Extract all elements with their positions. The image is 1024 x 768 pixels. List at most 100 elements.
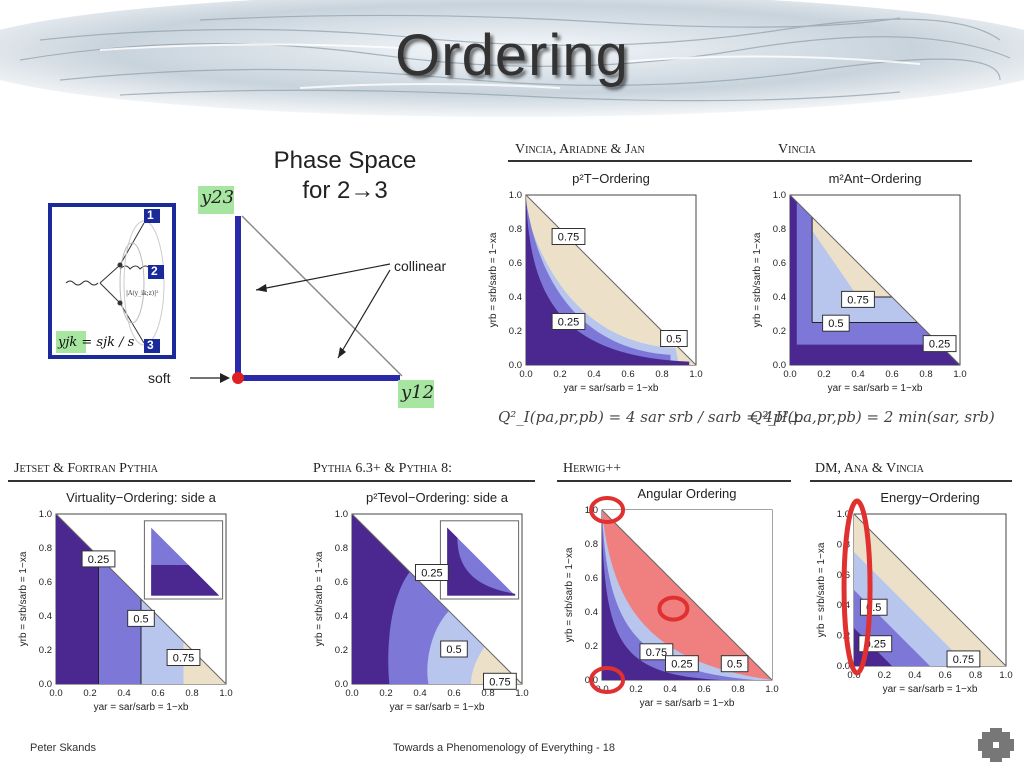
- inset-formula: yjk = sjk / s: [58, 335, 135, 350]
- highlight-ellipse-mid: [657, 595, 690, 622]
- contour-label-pevol-0: 0.25: [421, 568, 442, 580]
- y-label-ang: yrb = srb/sarb = 1−xa: [564, 547, 575, 642]
- soft-label: soft: [148, 370, 171, 386]
- x-tick-pevol-4: 0.8: [481, 688, 494, 699]
- water-banner: [0, 0, 1024, 118]
- contour-box-mant-2: [922, 335, 957, 353]
- contour-box-pt-0: [551, 228, 586, 245]
- x-tick-pt-2: 0.4: [587, 369, 600, 380]
- x-tick-mant-1: 0.2: [817, 369, 830, 380]
- header-jetset: Jetset & Fortran Pythia: [14, 461, 159, 476]
- header-pythia: Pythia 6.3+ & Pythia 8:: [313, 461, 452, 476]
- plot-virtuality-ordering: Virtuality−Ordering: side a 0.0 0.0 0.2 0.2 0…: [10, 484, 242, 724]
- y-tick-pevol-4: 0.8: [335, 543, 348, 554]
- x-tick-pevol-3: 0.6: [447, 688, 460, 699]
- y-label-pt: yrb = srb/sarb = 1−xa: [488, 232, 499, 327]
- header-rule-bottom-left: [8, 480, 535, 482]
- x-tick-ang-4: 0.8: [731, 684, 744, 695]
- x-tick-energy-4: 0.8: [969, 670, 982, 681]
- plot-title-mant: m²Ant−Ordering: [829, 171, 922, 186]
- phase-space-title-line2: for 2→3: [302, 177, 388, 204]
- x-tick-energy-0: 0.0: [847, 670, 860, 681]
- y-tick-mant-5: 1.0: [773, 190, 786, 201]
- region-dark: [352, 514, 410, 684]
- plot-title-virt: Virtuality−Ordering: side a: [66, 490, 216, 505]
- header-vincia: Vincia: [778, 142, 816, 157]
- contour-label-energy-1: 0.25: [865, 639, 886, 651]
- y-label-pevol: yrb = srb/sarb = 1−xa: [314, 551, 325, 646]
- y-tick-mant-4: 0.8: [773, 224, 786, 235]
- y-tick-mant-2: 0.4: [773, 292, 786, 303]
- x-tick-energy-1: 0.2: [878, 670, 891, 681]
- y-tick-ang-3: 0.6: [585, 573, 598, 584]
- contour-label-energy-2: 0.75: [953, 654, 974, 666]
- y-tick-ang-1: 0.2: [585, 641, 598, 652]
- x-label-ang: yar = sar/sarb = 1−xb: [640, 698, 735, 709]
- contour-box-virt-1: [127, 609, 155, 627]
- x-label-mant: yar = sar/sarb = 1−xb: [828, 383, 923, 394]
- contour-box-pevol-1: [440, 640, 468, 658]
- inset-number-3: 3: [147, 338, 154, 352]
- x-tick-mant-3: 0.6: [885, 369, 898, 380]
- plot-energy-ordering: Energy−Ordering 0.0 0.0 0.2 0.2 0.4 0.4 0.6 0.6 0…: [808, 484, 1020, 724]
- y-tick-energy-1: 0.2: [837, 631, 850, 642]
- x-tick-pt-1: 0.2: [553, 369, 566, 380]
- inset-number-1: 1: [147, 208, 154, 222]
- plot-title-pevol: p²Tevol−Ordering: side a: [366, 490, 509, 505]
- contour-label-ang-2: 0.5: [727, 659, 742, 671]
- plot-svg-mant: m²Ant−Ordering 0.00.0 0.2 0.2 0.4 0.4 0.6 0.6 0.…: [752, 171, 967, 394]
- y-tick-pt-4: 0.8: [509, 224, 522, 235]
- y-label-energy: yrb = srb/sarb = 1−xa: [816, 542, 827, 637]
- contour-box-pt-2: [660, 330, 688, 347]
- plot-diagonal-ang: [601, 509, 773, 681]
- plot-angular-ordering: Angular Ordering 0.0 0.0 0.2 0.2 0.4 0.4 0.6 0.6…: [556, 480, 788, 720]
- contour-label-pevol-2: 0.75: [489, 676, 510, 688]
- contour-box-virt-0: [81, 550, 116, 568]
- footer-talk-title: Towards a Phenomenology of Everything - …: [393, 742, 615, 754]
- y-tick-virt-0: 0.0: [39, 679, 52, 690]
- contour-box-ang-0: [639, 643, 674, 661]
- contour-box-ang-1: [665, 655, 699, 673]
- y-label-mant: yrb = srb/sarb = 1−xa: [752, 232, 763, 327]
- slide-title: Ordering: [395, 23, 629, 88]
- plot-diagonal-energy: [853, 513, 1007, 667]
- contour-label-virt-0: 0.25: [88, 554, 109, 566]
- contour-box-ang-2: [720, 655, 749, 673]
- x-tick-virt-3: 0.6: [151, 688, 164, 699]
- y-tick-pevol-1: 0.2: [335, 645, 348, 656]
- plot-diagonal-pevol: [351, 513, 523, 685]
- y-tick-virt-1: 0.2: [39, 645, 52, 656]
- region-light: [602, 510, 772, 680]
- y-tick-pt-3: 0.6: [509, 258, 522, 269]
- x-tick-pt-4: 0.8: [655, 369, 668, 380]
- y-tick-pt-5: 1.0: [509, 190, 522, 201]
- y-tick-pevol-3: 0.6: [335, 577, 348, 588]
- y-tick-ang-4: 0.8: [585, 539, 598, 550]
- formula-q1: Q²_I(pa,pr,pb) = 4 sar srb / sarb = 4p²⊥: [498, 408, 803, 426]
- x-tick-pevol-2: 0.4: [413, 688, 426, 699]
- contour-box-energy-2: [946, 650, 981, 668]
- contour-box-virt-2: [166, 649, 201, 666]
- contour-label-ang-1: 0.25: [671, 659, 692, 671]
- y-tick-virt-3: 0.6: [39, 577, 52, 588]
- x-tick-ang-3: 0.6: [697, 684, 710, 695]
- x-tick-energy-2: 0.4: [908, 670, 921, 681]
- y12-label: y12: [401, 382, 435, 403]
- x-tick-energy-3: 0.6: [939, 670, 952, 681]
- inset-number-2: 2: [151, 264, 158, 278]
- fermilab-logo-icon: [978, 728, 1014, 762]
- feynman-inset: |A(y_ik;z)|² 1 2 3 yjk = sjk / s: [48, 203, 176, 359]
- plot-svg-virt: Virtuality−Ordering: side a 0.00.0 0.2 0.2 0…: [18, 490, 233, 713]
- x-tick-pt-0: 0.0: [519, 369, 532, 380]
- x-label-pevol: yar = sar/sarb = 1−xb: [390, 702, 485, 713]
- x-tick-virt-4: 0.8: [185, 688, 198, 699]
- y-tick-pevol-0: 0.0: [335, 679, 348, 690]
- plot-svg-pt: p²T−Ordering 0.00.0 0.2 0.2 0.4 0.4 0.6 0.6 0.8 0…: [488, 171, 703, 394]
- y-label-virt: yrb = srb/sarb = 1−xa: [18, 551, 29, 646]
- x-label-virt: yar = sar/sarb = 1−xb: [94, 702, 189, 713]
- x-tick-ang-5: 1.0: [765, 684, 778, 695]
- header-vincia-ariadne-jan: Vincia, Ariadne & Jan: [515, 142, 645, 157]
- collinear-label: collinear: [394, 258, 447, 274]
- header-rule-bottom-right: [810, 480, 1012, 482]
- x-tick-pevol-1: 0.2: [379, 688, 392, 699]
